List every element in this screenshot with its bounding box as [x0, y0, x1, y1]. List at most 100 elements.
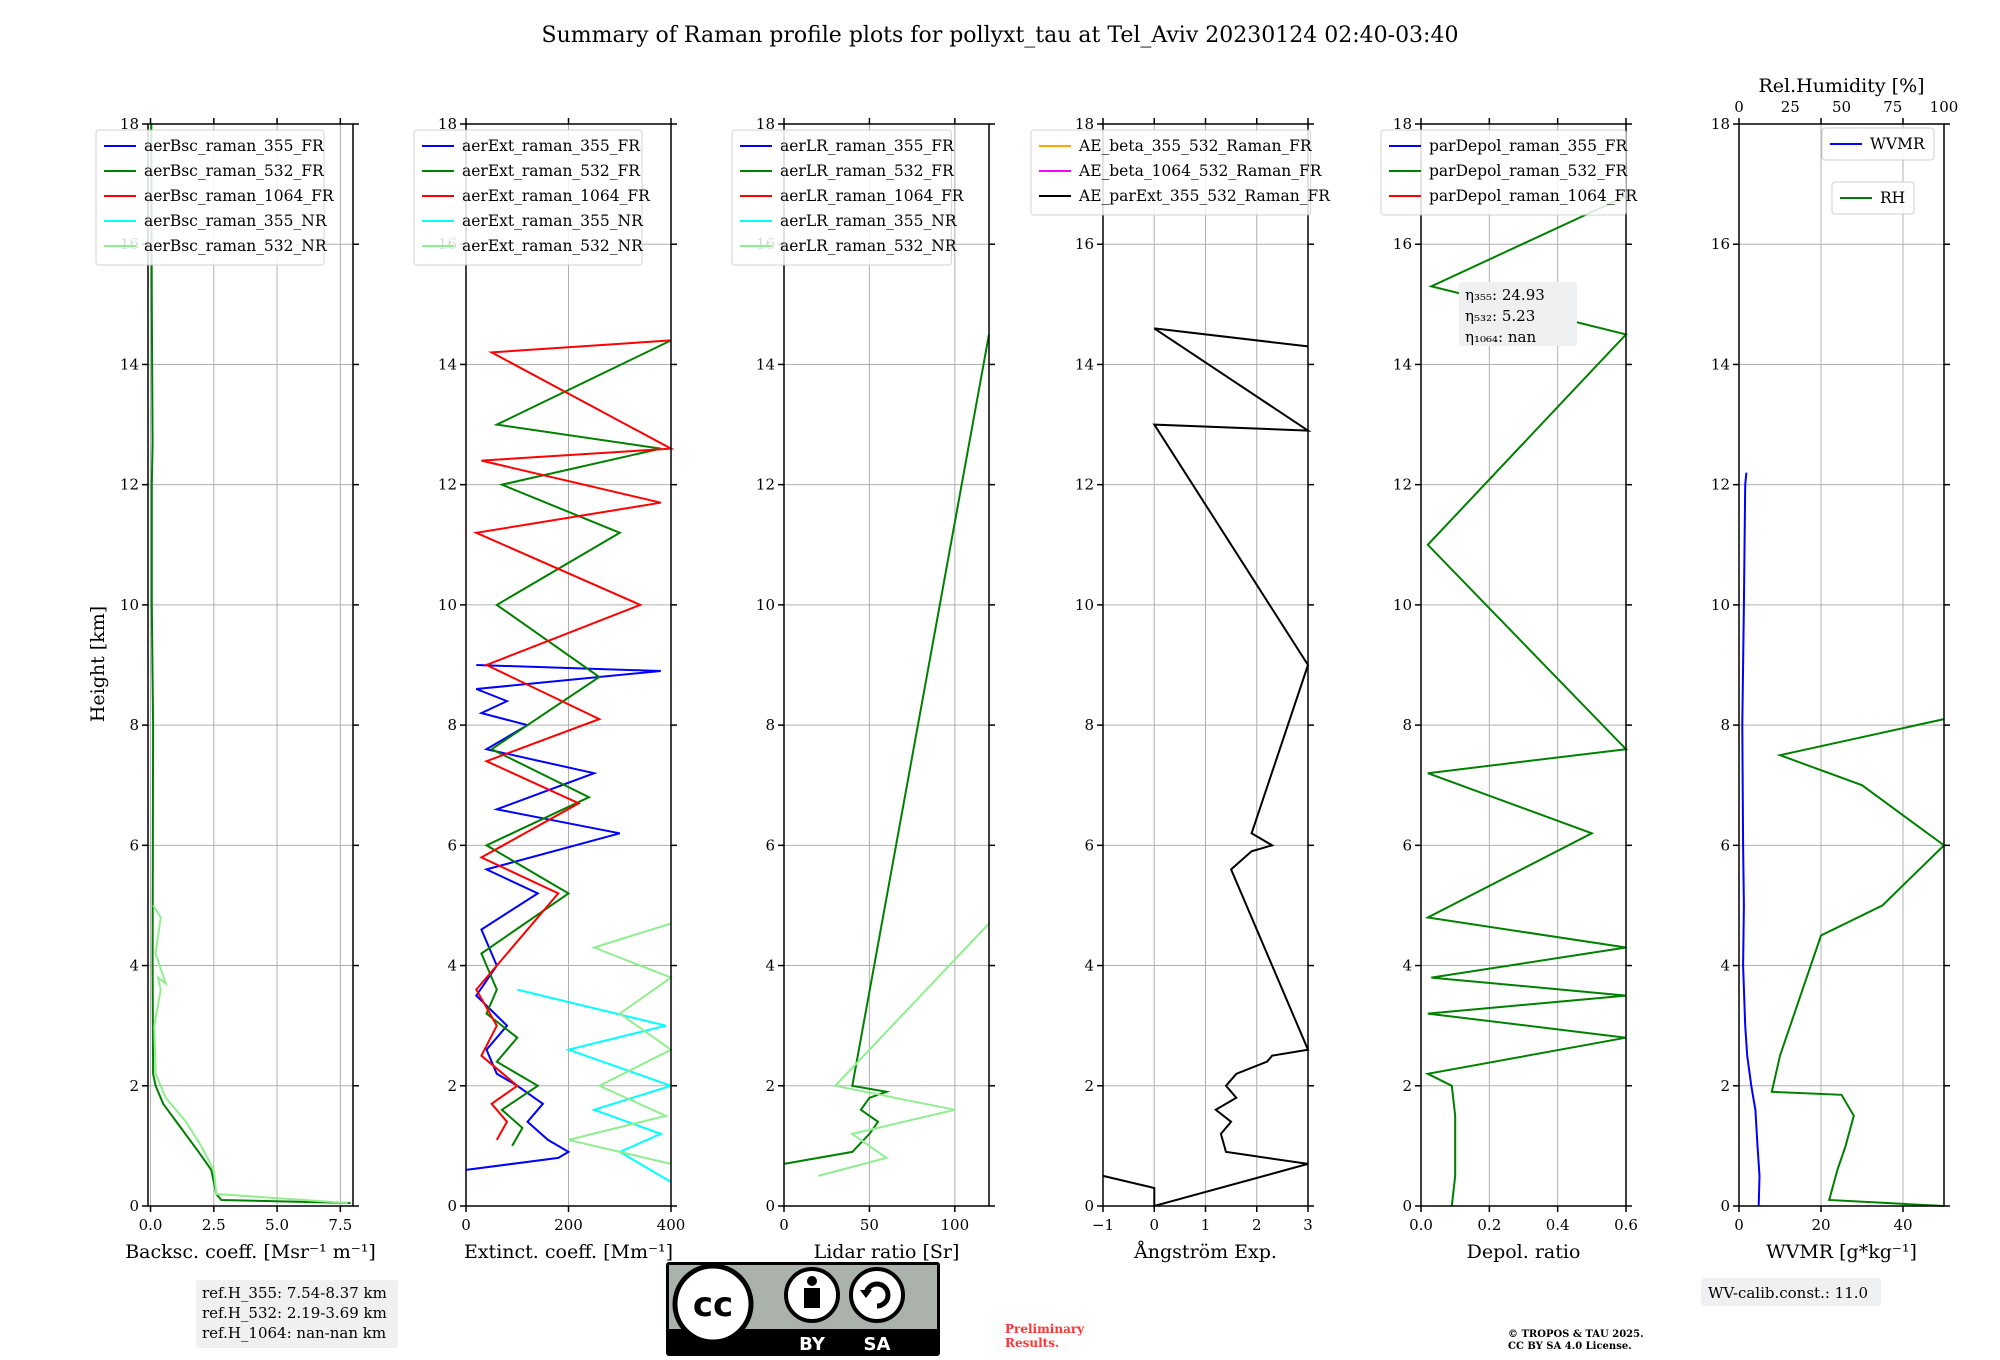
- y-tick-label: 6: [1720, 836, 1730, 854]
- legend-label: aerLR_raman_355_FR: [780, 137, 955, 155]
- copyright-line2: CC BY SA 4.0 License.: [1508, 1341, 1632, 1352]
- axes-frame: [1420, 123, 1627, 1207]
- y-tick-label: 6: [1402, 836, 1412, 854]
- legend-label: parDepol_raman_532_FR: [1429, 162, 1629, 180]
- y-tick-label: 10: [756, 596, 775, 614]
- series-line-RH: [1770, 718, 1946, 1207]
- x-tick-label: 0.6: [1614, 1216, 1638, 1234]
- preliminary-results-line1: Preliminary: [1005, 1322, 1085, 1336]
- y-tick-label: 6: [129, 836, 139, 854]
- legend-box: [731, 129, 952, 266]
- series-line-aerLR_raman_532_FR: [783, 334, 990, 1165]
- axes-frame: [147, 123, 354, 1207]
- x-axis-label: WVMR [g*kg⁻¹]: [1766, 1241, 1917, 1263]
- series-line-WVMR: [1741, 472, 1761, 1207]
- x-tick-label: 0: [461, 1216, 471, 1234]
- y-tick-label: 16: [1711, 235, 1730, 253]
- x-tick-label: 40: [1893, 1216, 1912, 1234]
- y-tick-label: 2: [1084, 1077, 1094, 1095]
- y-tick-label: 6: [447, 836, 457, 854]
- y-tick-label: 0: [1402, 1197, 1412, 1215]
- top-x-tick-label: 100: [1930, 98, 1959, 116]
- x-tick-label: 20: [1811, 1216, 1830, 1234]
- legend-label: aerBsc_raman_532_FR: [144, 162, 325, 180]
- x-tick-label: 5.0: [265, 1216, 289, 1234]
- wv-calib-note: WV-calib.const.: 11.0: [1701, 1278, 1881, 1306]
- y-tick-label: 18: [1711, 115, 1730, 133]
- cc-license-badge: cc BY SA: [666, 1262, 940, 1356]
- series-line-aerExt_raman_532_NR: [568, 922, 674, 1165]
- y-tick-label: 14: [756, 355, 775, 373]
- badge-by-label: BY: [799, 1334, 826, 1355]
- y-tick-label: 12: [1393, 476, 1412, 494]
- y-tick-label: 18: [1075, 115, 1094, 133]
- y-tick-label: 14: [1711, 355, 1730, 373]
- series-line-aerExt_raman_355_NR: [517, 988, 675, 1183]
- x-tick-label: −1: [1092, 1216, 1114, 1234]
- x-tick-label: 2.5: [202, 1216, 226, 1234]
- legend-label: aerExt_raman_532_NR: [462, 237, 644, 255]
- x-tick-label: 2: [1252, 1216, 1262, 1234]
- annotation-line: η₁₀₆₄: nan: [1465, 328, 1536, 346]
- legend-label: AE_parExt_355_532_Raman_FR: [1078, 187, 1331, 205]
- ref-height-1064: ref.H_1064: nan-nan km: [202, 1324, 386, 1342]
- y-tick-label: 0: [1720, 1197, 1730, 1215]
- y-tick-label: 12: [120, 476, 139, 494]
- x-tick-label: 1: [1201, 1216, 1211, 1234]
- ref-height-note: ref.H_355: 7.54-8.37 km ref.H_532: 2.19-…: [196, 1280, 398, 1348]
- legend-label: aerExt_raman_532_FR: [462, 162, 641, 180]
- x-tick-label: 7.5: [328, 1216, 352, 1234]
- x-tick-label: 200: [554, 1216, 583, 1234]
- legend: aerLR_raman_355_FR aerLR_raman_532_FR aerL…: [731, 129, 965, 266]
- ref-height-355: ref.H_355: 7.54-8.37 km: [202, 1284, 387, 1302]
- panel-5: 0 2 4 6 8 10 12 14 16 18 0.0 0.2 0.4 0.6 Depol. ratio p…: [1380, 115, 1638, 1263]
- legend: aerBsc_raman_355_FR aerBsc_raman_532_FRae…: [95, 129, 335, 266]
- legend-label: aerLR_raman_532_NR: [780, 237, 958, 255]
- top-x-tick-label: 50: [1832, 98, 1851, 116]
- series-group: [465, 339, 675, 1183]
- y-tick-label: 10: [438, 596, 457, 614]
- y-tick-label: 2: [1402, 1077, 1412, 1095]
- y-tick-label: 8: [1720, 716, 1730, 734]
- x-axis-label: Ångström Exp.: [1133, 1241, 1277, 1263]
- legend-box: [1030, 129, 1312, 216]
- ref-height-532: ref.H_532: 2.19-3.69 km: [202, 1304, 387, 1322]
- y-tick-label: 8: [129, 716, 139, 734]
- y-tick-label: 8: [447, 716, 457, 734]
- legend-label: aerBsc_raman_355_FR: [144, 137, 325, 155]
- legend-label: aerLR_raman_355_NR: [780, 212, 958, 230]
- top-x-tick-label: 25: [1781, 98, 1800, 116]
- series-line-AE_parExt_355_532_Raman_FR: [1102, 327, 1312, 1208]
- legend-label: aerBsc_raman_1064_FR: [144, 187, 335, 205]
- y-tick-label: 4: [447, 957, 457, 975]
- series-line-aerLR_raman_532_NR: [817, 922, 990, 1177]
- y-tick-label: 0: [765, 1197, 775, 1215]
- y-tick-label: 0: [1084, 1197, 1094, 1215]
- legend-label: aerExt_raman_355_NR: [462, 212, 644, 230]
- x-tick-label: 0: [779, 1216, 789, 1234]
- y-tick-label: 6: [1084, 836, 1094, 854]
- x-axis-label: Extinct. coeff. [Mm⁻¹]: [464, 1241, 673, 1263]
- y-tick-label: 8: [1084, 716, 1094, 734]
- wv-calib-const: WV-calib.const.: 11.0: [1708, 1284, 1868, 1302]
- y-tick-label: 10: [1711, 596, 1730, 614]
- series-group: [1102, 327, 1312, 1208]
- eta-annotation: η₃₅₅: 24.93 η₅₃₂: 5.23 η₁₀₆₄: nan: [1459, 282, 1577, 346]
- y-tick-label: 14: [1075, 355, 1094, 373]
- series-line-parDepol_raman_532_FR: [1424, 195, 1629, 1207]
- x-tick-label: 0: [1149, 1216, 1159, 1234]
- annotation-line: η₃₅₅: 24.93: [1465, 286, 1545, 304]
- badge-sa-label: SA: [864, 1334, 891, 1355]
- top-x-tick-label: 75: [1883, 98, 1902, 116]
- y-tick-label: 0: [129, 1197, 139, 1215]
- y-tick-label: 10: [1393, 596, 1412, 614]
- series-line-aerBsc_raman_532_FR: [150, 123, 351, 1204]
- legend-box: [1380, 129, 1627, 216]
- top-x-axis-label: Rel.Humidity [%]: [1758, 75, 1924, 97]
- y-tick-label: 10: [120, 596, 139, 614]
- legend-box: [1831, 181, 1915, 215]
- series-line-aerExt_raman_355_FR: [465, 664, 661, 1171]
